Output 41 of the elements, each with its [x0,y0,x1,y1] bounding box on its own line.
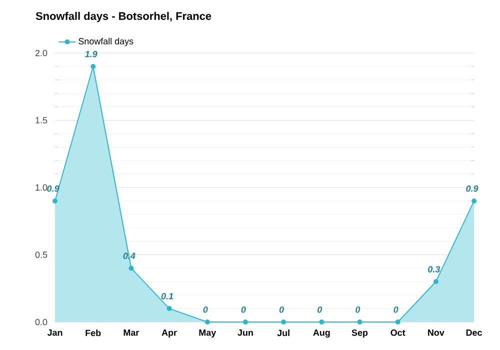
point [204,320,210,324]
data-label: 0 [241,306,246,313]
x-tick-label: Jan [47,330,62,336]
x-tick-label: Apr [162,330,177,338]
data-label: 0.9 [466,185,478,192]
data-label: 0 [279,306,284,313]
point [242,320,248,324]
x-tick-label: May [199,330,216,338]
x-tick-label: Jul [277,330,290,336]
x-tick-label: Dec [466,330,482,336]
x-tick-label: Aug [313,330,330,338]
x-tick-label: Feb [86,330,101,336]
data-label: 0 [203,306,208,313]
point [90,64,96,69]
data-label: 0 [318,306,322,313]
y-tick-label: 2.0 [35,50,48,56]
point [128,266,134,271]
y-tick-label: 1.0 [36,184,48,191]
x-tick-label: Jun [238,330,253,336]
point [395,320,400,324]
x-tick-label: Mar [124,330,140,336]
y-tick-label: 0.0 [35,318,48,326]
data-label: 0 [394,306,398,313]
point [319,320,324,324]
x-tick-label: Sep [352,330,368,338]
x-tick-label: Oct [390,330,406,336]
point [433,279,438,284]
y-tick-label: 0.5 [35,252,48,258]
x-tick-label: Nov [428,330,444,336]
data-label: 0 [356,306,360,313]
data-label: 0.1 [161,293,174,300]
point [166,306,172,312]
y-tick-label: 1.5 [36,117,48,124]
data-label: 1.9 [85,50,98,58]
point [357,320,362,324]
point [52,198,58,204]
point [472,198,476,204]
data-label: 0.3 [428,266,440,272]
point [281,320,286,324]
legend-label: Snowfall days [78,38,134,46]
chart-title: Snowfall days - Botsorhel, France [36,12,212,22]
